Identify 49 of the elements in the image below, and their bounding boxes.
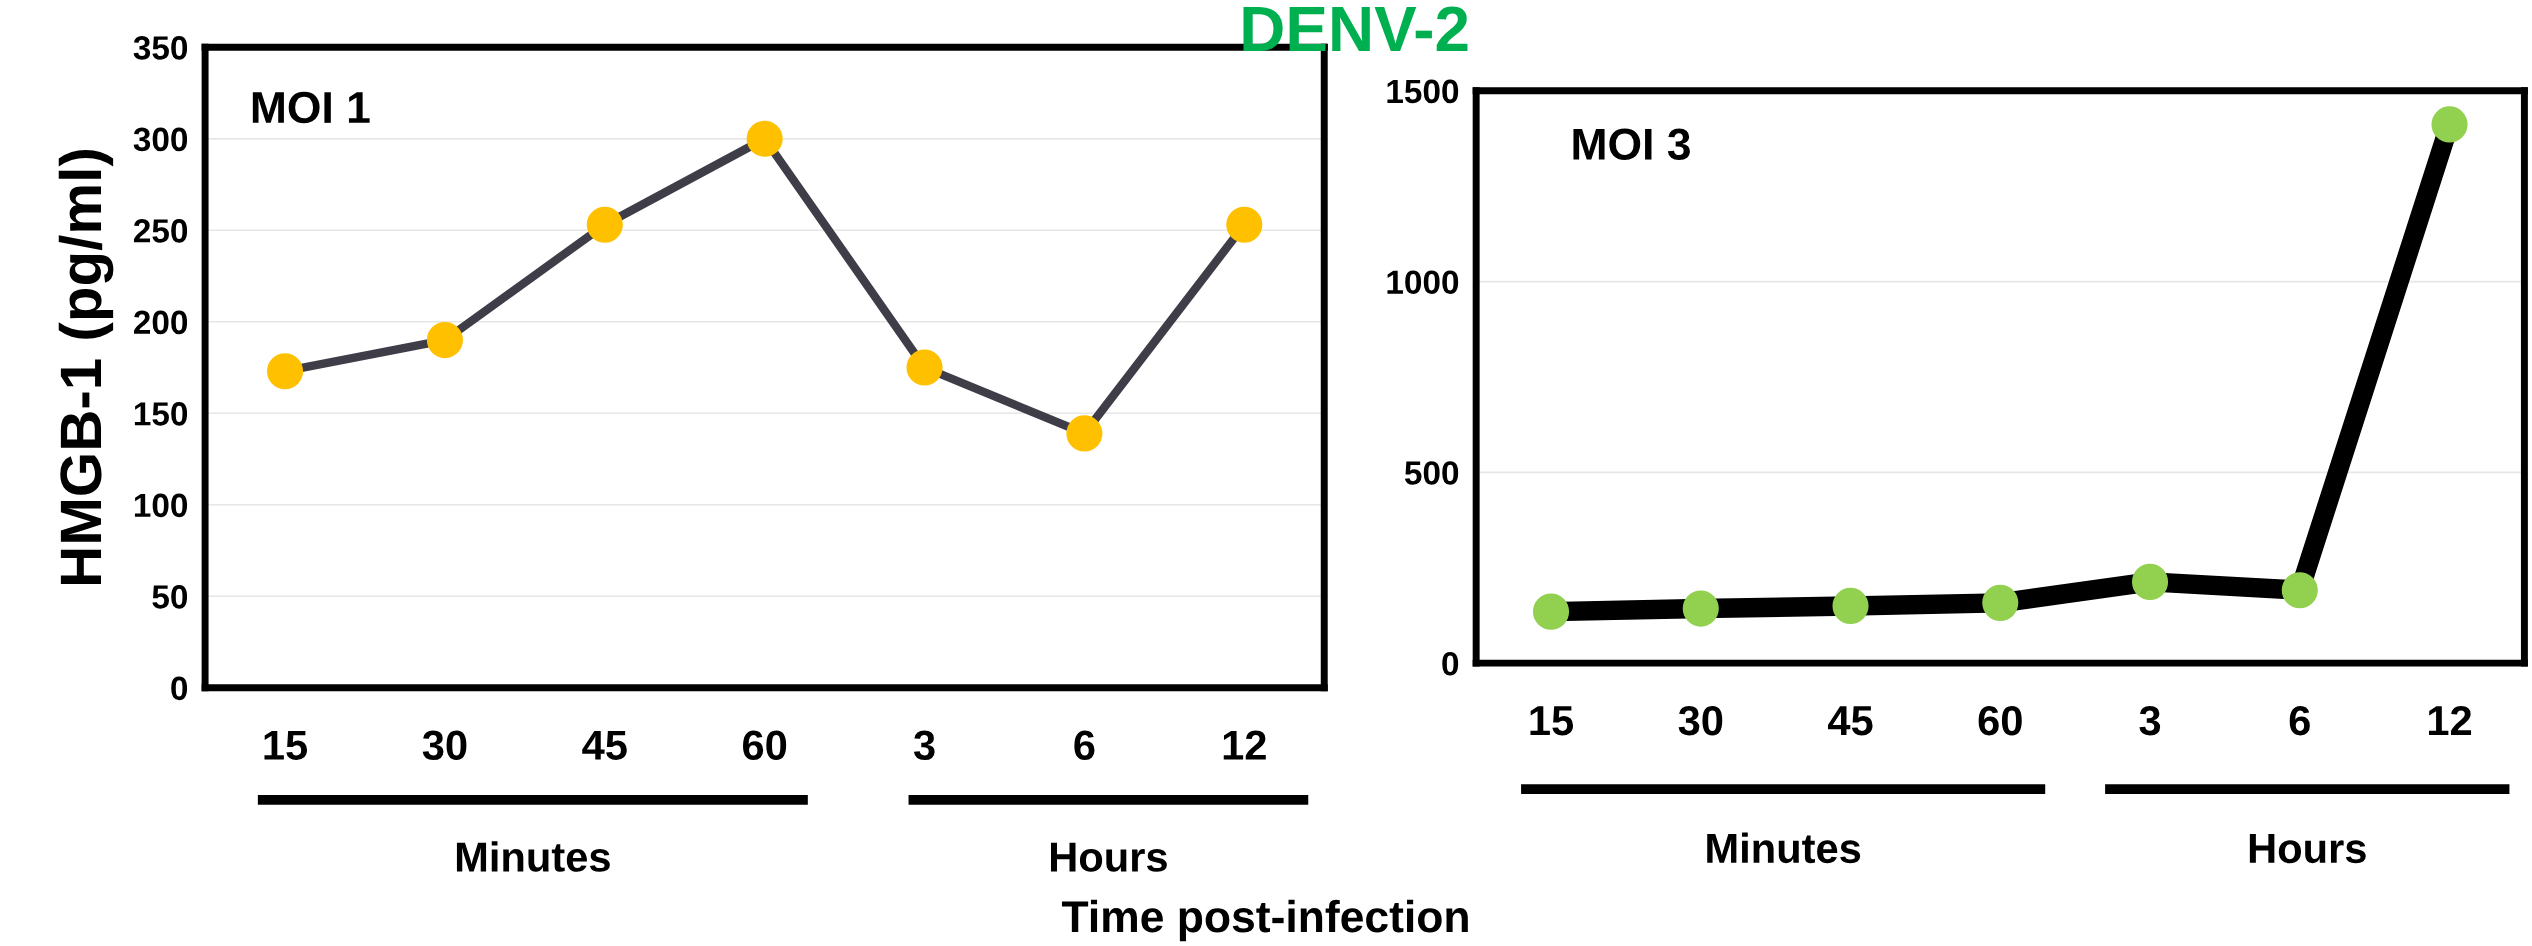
x-tick-label: 3 [2139,705,2161,736]
point [1982,584,2019,621]
point [266,353,304,390]
y-tick-label: 150 [134,402,188,426]
point [426,322,463,359]
x-tick-label: 12 [1223,730,1266,760]
y-tick-label: 1500 [1387,79,1459,104]
y-tick-label: 50 [152,585,188,609]
y-tick-label: 200 [133,310,188,335]
annotation: MOI 3 [1573,128,1690,161]
point [2431,106,2468,143]
x-tick-label: 30 [1678,705,1723,736]
y-tick-label: 300 [133,127,188,152]
x-tick-label: 12 [2428,705,2472,736]
point [1532,593,1570,630]
x-tick-label: 6 [2289,705,2310,736]
x-tick-label: 60 [1978,705,2022,736]
point [906,349,943,386]
x-tick-label: 15 [1530,706,1574,736]
y-tick-label: 350 [133,36,188,60]
point [1682,590,1719,627]
point [2131,563,2169,600]
y-tick-label: 100 [134,493,188,518]
y-tick-label: 0 [1442,651,1459,676]
x-tick-label: 15 [264,730,308,761]
x-tick-label: 60 [743,730,787,761]
x-axis-title: Time post-infection [1061,899,1468,942]
x-tick-label: 45 [1827,706,1873,736]
text: Hours [1051,842,1167,872]
point [2281,572,2318,609]
text: Hours [2249,834,2366,864]
point [1832,587,1869,624]
point [1226,206,1263,243]
y-tick-label: 500 [1404,461,1459,485]
point [586,206,623,243]
point [746,120,783,157]
chart-title: DENV-2 [1243,6,1468,52]
y-tick-label: 1000 [1387,270,1459,294]
y-tick-label: 0 [171,676,188,701]
point [1066,415,1103,452]
x-tick-label: 6 [1074,730,1095,761]
text: Minutes [456,841,610,872]
x-tick-label: 30 [422,730,467,761]
y-tick-label: 250 [133,219,188,243]
annotation: MOI 1 [252,91,370,124]
x-tick-label: 45 [582,730,627,761]
x-tick-label: 3 [913,730,935,761]
y-axis-title: HMGB-1 (pg/ml) [58,150,114,584]
text: Minutes [1707,832,1861,864]
